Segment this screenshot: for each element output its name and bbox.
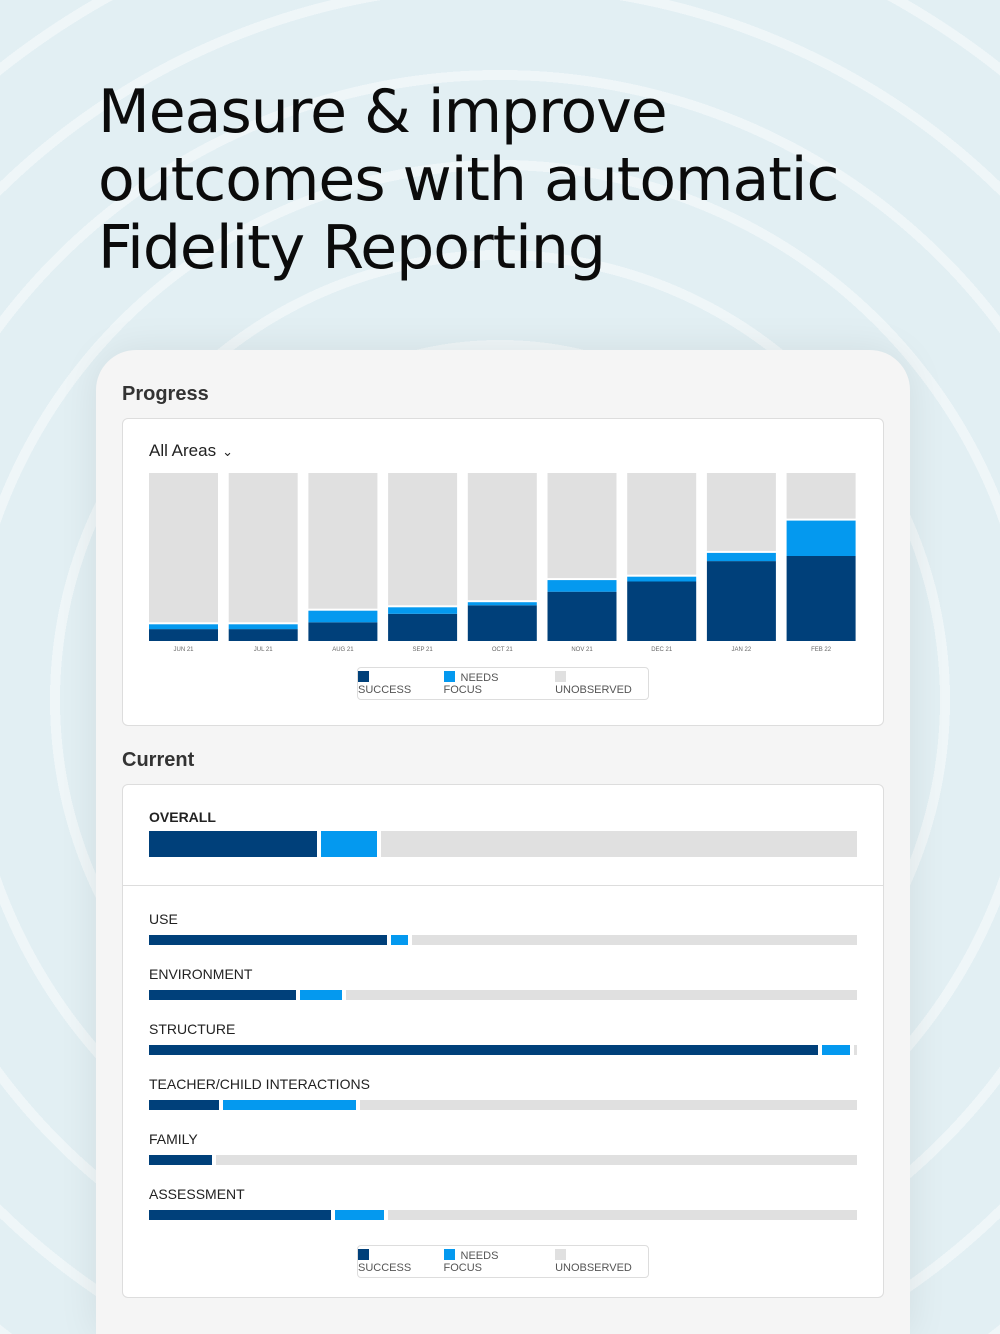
legend-needs-focus: NEEDS FOCUS xyxy=(443,1249,499,1274)
bar-unobserved xyxy=(786,473,856,519)
success-segment xyxy=(149,1155,213,1165)
bar-needs-focus xyxy=(388,607,458,614)
area-label: TEACHER/CHILD INTERACTIONS xyxy=(149,1076,370,1092)
legend-unobserved: UNOBSERVED xyxy=(555,671,648,696)
success-segment xyxy=(149,990,296,1000)
bar-success xyxy=(388,613,458,641)
area-label: FAMILY xyxy=(149,1131,198,1147)
current-title: Current xyxy=(122,749,195,771)
bar-success xyxy=(308,622,378,641)
headline: Measure & improve outcomes with automati… xyxy=(98,77,839,283)
needs-focus-segment xyxy=(391,935,409,945)
area-label: STRUCTURE xyxy=(149,1021,236,1037)
needs-focus-segment xyxy=(321,831,377,857)
progress-chart: JUN 21 JUL 21 AUG 21 SEP 21 OCT 21 NOV 21 DEC … xyxy=(149,473,856,653)
x-tick-label: AUG 21 xyxy=(332,647,354,653)
area-bar xyxy=(149,1155,857,1165)
legend-success: SUCCESS xyxy=(358,671,428,696)
needs-focus-segment xyxy=(335,1210,384,1220)
unobserved-segment xyxy=(360,1100,857,1110)
x-tick-label: OCT 21 xyxy=(492,647,514,653)
progress-title: Progress xyxy=(122,383,209,405)
divider xyxy=(123,885,883,886)
unobserved-segment xyxy=(387,1210,857,1220)
bar-needs-focus xyxy=(228,624,298,630)
area-label: ENVIRONMENT xyxy=(149,966,253,982)
bar-needs-focus xyxy=(547,580,617,592)
x-tick-label: DEC 21 xyxy=(651,647,673,653)
overall-bar xyxy=(149,831,857,857)
x-tick-label: FEB 22 xyxy=(811,647,832,653)
area-filter-dropdown[interactable]: All Areas ⌄ xyxy=(149,441,233,461)
bar-success xyxy=(706,561,776,641)
area-bar xyxy=(149,935,857,945)
bar-success xyxy=(786,556,856,641)
needs-focus-segment xyxy=(300,990,342,1000)
x-tick-label: JAN 22 xyxy=(732,647,752,653)
needs-focus-segment xyxy=(223,1100,356,1110)
current-legend: SUCCESS NEEDS FOCUS UNOBSERVED xyxy=(357,1245,649,1278)
legend-success: SUCCESS xyxy=(358,1249,428,1274)
x-tick-label: JUN 21 xyxy=(173,647,194,653)
bar-unobserved xyxy=(467,473,537,601)
bar-needs-focus xyxy=(706,552,776,562)
success-segment xyxy=(149,1100,219,1110)
success-segment xyxy=(149,831,317,857)
bar-unobserved xyxy=(547,473,617,579)
unobserved-segment xyxy=(216,1155,857,1165)
bar-unobserved xyxy=(149,473,218,623)
bar-needs-focus xyxy=(308,610,378,623)
bar-success xyxy=(149,629,218,641)
progress-panel: All Areas ⌄ JUN 21 JUL 21 AUG 21 SEP 21 OCT 2… xyxy=(122,418,884,726)
bar-needs-focus xyxy=(149,624,218,630)
x-tick-label: JUL 21 xyxy=(254,647,273,653)
bar-success xyxy=(627,581,697,641)
current-panel: OVERALL USE ENVIRONMENT STRUCTURE TEACHER/C… xyxy=(122,784,884,1298)
area-label: ASSESSMENT xyxy=(149,1186,245,1202)
needs-focus-segment xyxy=(821,1045,850,1055)
bar-needs-focus xyxy=(627,576,697,582)
chevron-down-icon: ⌄ xyxy=(222,444,233,459)
area-bar xyxy=(149,1100,857,1110)
bar-success xyxy=(547,591,617,641)
bar-unobserved xyxy=(388,473,458,606)
area-filter-value: All Areas xyxy=(149,441,217,460)
bar-success xyxy=(467,605,537,641)
area-bar xyxy=(149,990,857,1000)
x-tick-label: SEP 21 xyxy=(412,647,433,653)
unobserved-segment xyxy=(380,831,857,857)
success-segment xyxy=(149,935,387,945)
report-card: Progress All Areas ⌄ JUN 21 JUL 21 AUG 21 SE… xyxy=(96,350,910,1334)
bar-success xyxy=(228,629,298,641)
success-segment xyxy=(149,1045,818,1055)
success-segment xyxy=(149,1210,331,1220)
bar-unobserved xyxy=(627,473,697,575)
bar-needs-focus xyxy=(467,602,537,606)
unobserved-segment xyxy=(853,1045,857,1055)
overall-label: OVERALL xyxy=(149,809,216,825)
unobserved-segment xyxy=(412,935,857,945)
unobserved-segment xyxy=(345,990,857,1000)
bar-needs-focus xyxy=(786,520,856,556)
x-tick-label: NOV 21 xyxy=(571,647,593,653)
area-bar xyxy=(149,1210,857,1220)
legend-unobserved: UNOBSERVED xyxy=(555,1249,648,1274)
bar-unobserved xyxy=(228,473,298,623)
bar-unobserved xyxy=(706,473,776,551)
progress-legend: SUCCESS NEEDS FOCUS UNOBSERVED xyxy=(357,667,649,700)
area-label: USE xyxy=(149,911,178,927)
bar-unobserved xyxy=(308,473,378,609)
legend-needs-focus: NEEDS FOCUS xyxy=(443,671,499,696)
area-bar xyxy=(149,1045,857,1055)
